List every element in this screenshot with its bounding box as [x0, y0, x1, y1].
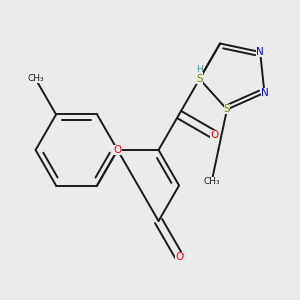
Text: S: S: [224, 104, 230, 115]
Text: N: N: [196, 74, 203, 84]
Text: N: N: [256, 47, 264, 57]
Text: O: O: [113, 145, 122, 155]
Text: O: O: [175, 251, 183, 262]
Text: H: H: [196, 65, 203, 74]
Text: CH₃: CH₃: [27, 74, 44, 83]
Text: CH₃: CH₃: [203, 177, 220, 186]
Text: O: O: [210, 130, 219, 140]
Text: N: N: [261, 88, 268, 98]
Text: S: S: [196, 74, 203, 84]
